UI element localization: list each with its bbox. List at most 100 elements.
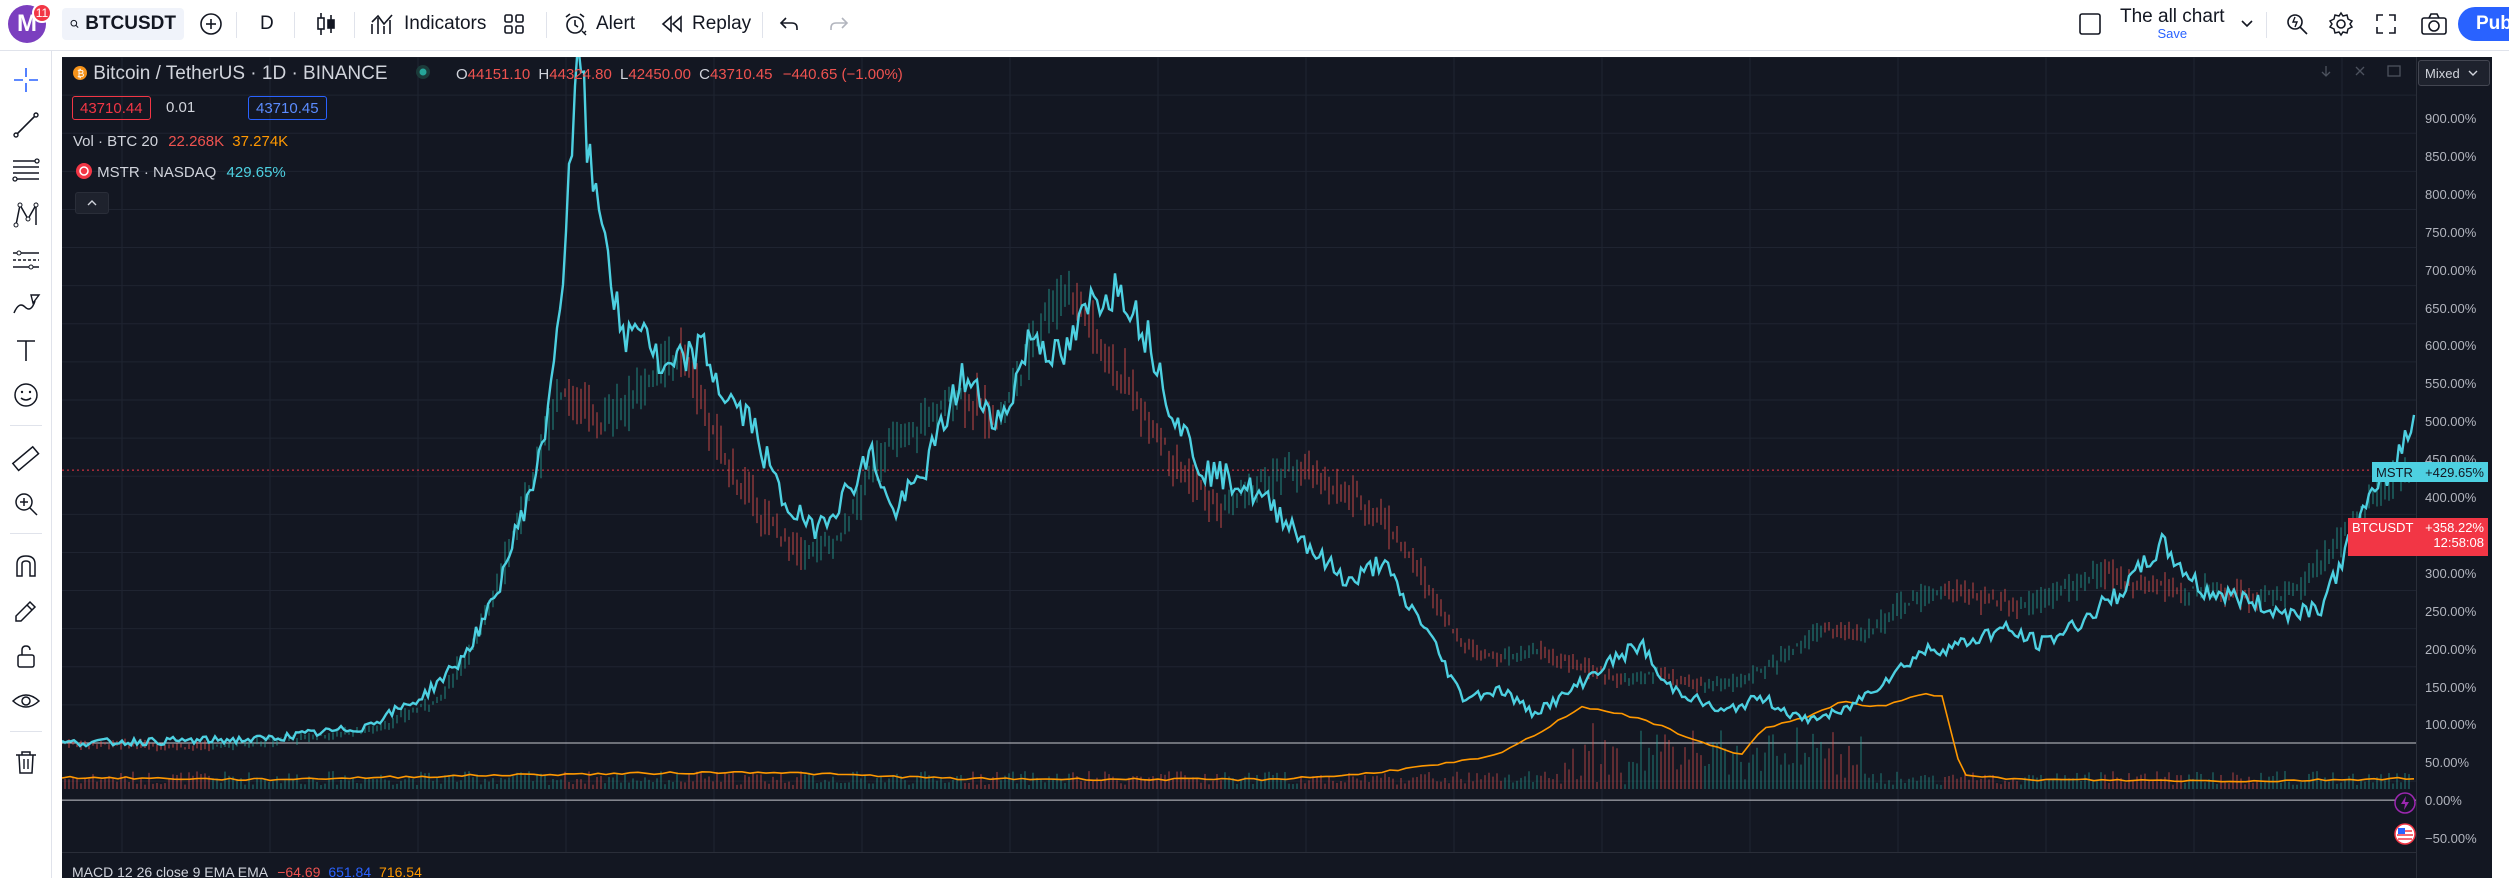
volume-bar: [1432, 778, 1434, 789]
volume-bar: [688, 773, 690, 789]
volume-bar: [1300, 775, 1302, 789]
snapshot-button[interactable]: [2412, 8, 2456, 40]
volume-bar: [860, 778, 862, 789]
templates-button[interactable]: [494, 8, 534, 40]
toolbar-divider: [762, 12, 763, 38]
volume-bar: [156, 782, 158, 789]
volume-bar: [1888, 780, 1890, 789]
compare-legend[interactable]: MSTR · NASDAQ 429.65%: [75, 162, 286, 181]
lock-drawings-tool[interactable]: [8, 638, 44, 674]
fullscreen-button[interactable]: [2366, 8, 2406, 40]
indicators-button[interactable]: Indicators: [362, 8, 494, 40]
macd-legend[interactable]: MACD 12 26 close 9 EMA EMA −64.69 651.84…: [72, 864, 422, 880]
scale-mode-button[interactable]: Mixed: [2418, 60, 2490, 86]
volume-bar: [1328, 775, 1330, 789]
brush-tool[interactable]: [8, 287, 44, 323]
emoji-tool[interactable]: [8, 377, 44, 413]
volume-bar: [1240, 780, 1242, 789]
publish-button[interactable]: Publ: [2458, 7, 2509, 41]
volume-bar: [1352, 776, 1354, 789]
volume-bar: [1440, 781, 1442, 789]
volume-bar: [1032, 772, 1034, 789]
chart-canvas[interactable]: [62, 57, 2416, 878]
chart-pane[interactable]: [62, 57, 2416, 878]
volume-bar: [1884, 783, 1886, 789]
sell-button[interactable]: 43710.44: [72, 96, 151, 120]
volume-bar: [268, 782, 270, 789]
text-tool[interactable]: [8, 332, 44, 368]
macd-pane[interactable]: [62, 852, 2416, 878]
volume-legend[interactable]: Vol · BTC 20 22.268K 37.274K: [73, 133, 288, 150]
volume-bar: [2208, 779, 2210, 789]
volume-bar: [2124, 782, 2126, 789]
volume-bar: [296, 774, 298, 789]
chart-type-button[interactable]: [306, 8, 346, 40]
volume-bar: [480, 784, 482, 789]
layout-save-label: Save: [2157, 26, 2188, 41]
volume-bar: [452, 774, 454, 789]
volume-bar: [1380, 777, 1382, 789]
pattern-tool[interactable]: [8, 197, 44, 233]
magnet-tool[interactable]: [8, 548, 44, 584]
hide-drawings-tool[interactable]: [8, 683, 44, 719]
alert-button[interactable]: Alert: [554, 8, 643, 40]
main-series-legend[interactable]: ₿ Bitcoin / TetherUS · 1D · BINANCE: [72, 63, 388, 85]
zoom-tool[interactable]: [8, 486, 44, 522]
layout-name[interactable]: The all chart Save: [2120, 6, 2225, 41]
volume-bar: [2240, 778, 2242, 789]
volume-bar: [816, 783, 818, 789]
close-icon[interactable]: [2352, 64, 2368, 78]
quick-search-button[interactable]: [2276, 8, 2318, 40]
axis-tick-label: 650.00%: [2425, 300, 2477, 316]
remove-drawings-tool[interactable]: [8, 744, 44, 780]
volume-bar: [1516, 780, 1518, 789]
volume-bar: [2004, 780, 2006, 789]
measure-tool[interactable]: [8, 441, 44, 477]
layout-checkbox[interactable]: [2070, 8, 2110, 40]
trend-line-tool[interactable]: [8, 107, 44, 143]
volume-bar: [540, 773, 542, 789]
volume-bar: [208, 775, 210, 789]
volume-bar: [280, 783, 282, 789]
undo-button[interactable]: [770, 8, 808, 40]
buy-button[interactable]: 43710.45: [248, 96, 327, 120]
move-down-icon[interactable]: [2318, 64, 2334, 78]
flag-badge[interactable]: [2394, 823, 2416, 849]
fib-retracement-icon: [12, 158, 40, 182]
stay-in-drawing-tool[interactable]: [8, 593, 44, 629]
magnet-icon: [16, 555, 36, 577]
collapse-legend-button[interactable]: [75, 192, 109, 214]
interval-button[interactable]: D: [252, 8, 282, 40]
redo-button[interactable]: [820, 8, 858, 40]
settings-button[interactable]: [2320, 8, 2362, 40]
spread-value: 0.01: [166, 99, 196, 116]
volume-bar: [924, 771, 926, 789]
zoom-in-icon: [15, 493, 38, 516]
crosshair-tool[interactable]: [8, 62, 44, 98]
prediction-tool[interactable]: [8, 242, 44, 278]
axis-tick-label: 300.00%: [2425, 565, 2477, 581]
volume-bar: [240, 778, 242, 789]
volume-bar: [1952, 774, 1954, 789]
volume-bar: [1120, 783, 1122, 789]
volume-bar: [852, 771, 854, 789]
maximize-icon[interactable]: [2386, 64, 2402, 78]
volume-bar: [700, 772, 702, 789]
volume-bar: [244, 784, 246, 789]
volume-bar: [1132, 776, 1134, 789]
replay-button[interactable]: Replay: [652, 8, 759, 40]
compare-symbol-button[interactable]: [190, 8, 232, 40]
volume-bar: [1320, 775, 1322, 789]
lightning-badge[interactable]: [2394, 792, 2416, 818]
symbol-search-button[interactable]: BTCUSDT: [62, 8, 184, 40]
volume-bar: [1852, 765, 1854, 789]
fib-tool[interactable]: [8, 152, 44, 188]
market-status-dot[interactable]: [415, 64, 431, 84]
volume-bar: [1800, 764, 1802, 789]
axis-tick-label: 800.00%: [2425, 186, 2477, 202]
volume-bar: [500, 777, 502, 789]
volume-bar: [1336, 782, 1338, 789]
layout-menu-button[interactable]: [2232, 8, 2262, 40]
volume-bar: [880, 775, 882, 789]
lightning-icon: [2394, 792, 2416, 814]
